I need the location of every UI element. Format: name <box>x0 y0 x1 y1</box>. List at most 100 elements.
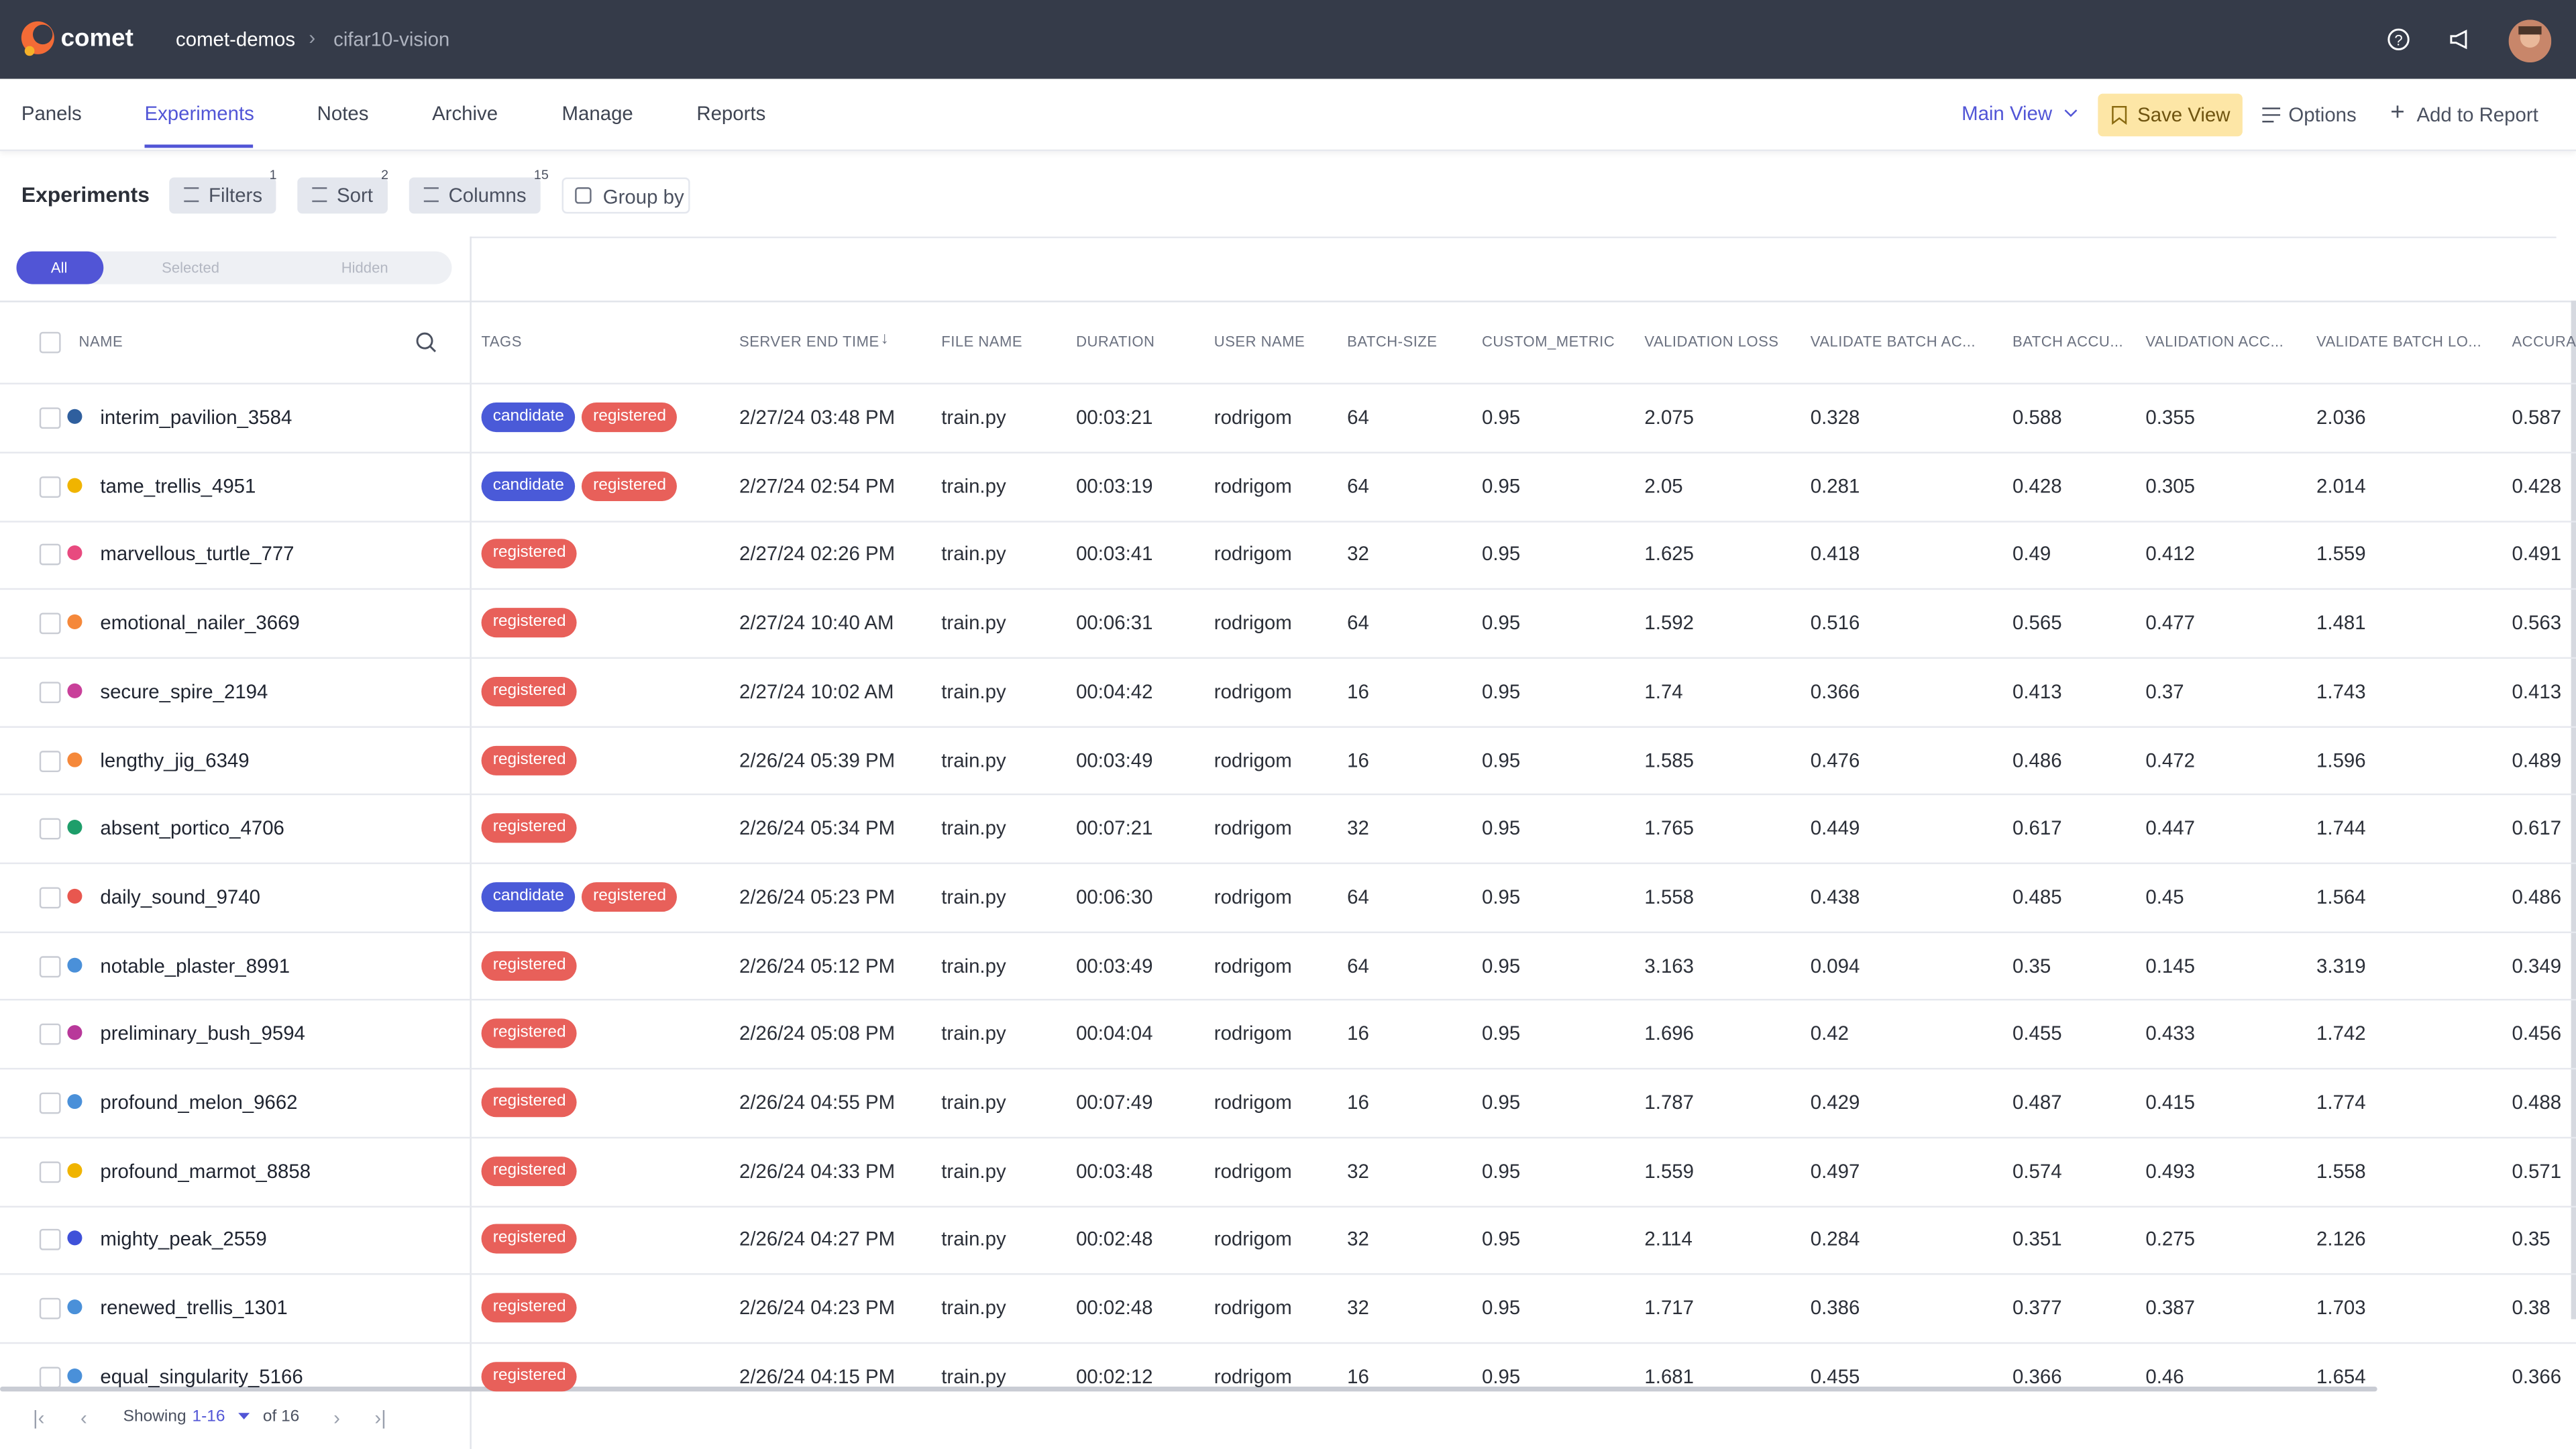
experiment-name[interactable]: lengthy_jig_6349 <box>100 749 249 771</box>
status-dot <box>67 820 82 835</box>
cell: train.py <box>941 1159 1006 1182</box>
cell: 0.472 <box>2145 749 2195 771</box>
row-checkbox[interactable] <box>40 476 61 497</box>
sort-icon <box>312 187 327 202</box>
sort-button[interactable]: Sort <box>297 177 388 213</box>
experiment-name[interactable]: profound_melon_9662 <box>100 1091 297 1114</box>
prev-page[interactable]: ‹ <box>80 1406 87 1429</box>
experiment-name[interactable]: profound_marmot_8858 <box>100 1159 311 1182</box>
avatar[interactable] <box>2509 19 2552 62</box>
group-icon <box>575 187 591 203</box>
segment-1[interactable]: Selected <box>162 260 219 276</box>
segment-0[interactable]: All <box>51 260 68 276</box>
experiment-name[interactable]: absent_portico_4706 <box>100 817 284 840</box>
experiment-name[interactable]: emotional_nailer_3669 <box>100 611 299 634</box>
nav-tab[interactable]: Reports <box>696 102 765 125</box>
cell: 1.564 <box>2316 885 2366 908</box>
cell: 0.488 <box>2512 1091 2561 1114</box>
workspace-link[interactable]: comet-demos <box>176 28 295 51</box>
experiment-name[interactable]: equal_singularity_5166 <box>100 1365 303 1388</box>
row-checkbox[interactable] <box>40 750 61 771</box>
nav-tab[interactable]: Manage <box>562 102 633 125</box>
row-checkbox[interactable] <box>40 887 61 908</box>
pagination-range[interactable]: 1-16 <box>193 1408 225 1426</box>
experiment-name[interactable]: interim_pavilion_3584 <box>100 406 292 429</box>
experiment-name[interactable]: renewed_trellis_1301 <box>100 1296 287 1319</box>
column-header[interactable]: BATCH ACCU... <box>2012 333 2123 350</box>
column-header[interactable]: DURATION <box>1076 333 1155 350</box>
column-header[interactable]: USER NAME <box>1214 333 1305 350</box>
project-link[interactable]: cifar10-vision <box>333 28 449 51</box>
nav-tab[interactable]: Archive <box>432 102 498 125</box>
cell: 1.585 <box>1644 749 1694 771</box>
cell: 1.696 <box>1644 1022 1694 1045</box>
bookmark-icon <box>2111 105 2127 125</box>
row-checkbox[interactable] <box>40 1161 61 1183</box>
search-icon[interactable] <box>416 332 437 354</box>
columns-icon <box>424 187 439 202</box>
cell: 1.743 <box>2316 680 2366 702</box>
help-icon[interactable]: ? <box>2387 28 2410 51</box>
options-button[interactable]: Options <box>2288 103 2356 126</box>
experiment-name[interactable]: notable_plaster_8991 <box>100 954 290 977</box>
column-header[interactable]: VALIDATION LOSS <box>1644 333 1778 350</box>
column-header[interactable]: CUSTOM_METRIC <box>1482 333 1615 350</box>
row-border <box>0 451 2576 453</box>
column-header[interactable]: VALIDATE BATCH LO... <box>2316 333 2481 350</box>
next-page[interactable]: › <box>333 1406 340 1429</box>
announcements-icon[interactable] <box>2448 28 2471 51</box>
nav-tab[interactable]: Panels <box>21 102 82 125</box>
add-report-button[interactable]: Add to Report <box>2416 103 2538 126</box>
column-header[interactable]: FILE NAME <box>941 333 1022 350</box>
row-checkbox[interactable] <box>40 1093 61 1114</box>
segment-2[interactable]: Hidden <box>341 260 388 276</box>
cell: 0.617 <box>2012 817 2062 840</box>
view-selector[interactable]: Main View <box>1962 102 2052 125</box>
svg-text:?: ? <box>2394 32 2402 48</box>
column-header[interactable]: VALIDATION ACC... <box>2145 333 2284 350</box>
cell: 0.428 <box>2012 474 2062 497</box>
experiment-name[interactable]: mighty_peak_2559 <box>100 1228 266 1250</box>
row-border <box>0 726 2576 727</box>
cell: 0.349 <box>2512 954 2561 977</box>
experiment-name[interactable]: preliminary_bush_9594 <box>100 1022 305 1045</box>
cell: 0.449 <box>1811 817 1860 840</box>
filters-count: 1 <box>270 168 277 182</box>
row-checkbox[interactable] <box>40 1366 61 1388</box>
row-checkbox[interactable] <box>40 682 61 703</box>
row-checkbox[interactable] <box>40 545 61 566</box>
experiment-name[interactable]: tame_trellis_4951 <box>100 474 256 497</box>
row-checkbox[interactable] <box>40 955 61 977</box>
cell: rodrigom <box>1214 680 1292 702</box>
experiment-name[interactable]: secure_spire_2194 <box>100 680 268 702</box>
column-header[interactable]: ACCURA <box>2512 333 2576 350</box>
column-header[interactable]: SERVER END TIME <box>739 333 879 350</box>
cell: 16 <box>1347 749 1369 771</box>
vertical-scrollbar[interactable] <box>2571 301 2576 1319</box>
status-dot <box>67 957 82 972</box>
column-header[interactable]: TAGS <box>482 333 522 350</box>
column-header[interactable]: BATCH-SIZE <box>1347 333 1437 350</box>
first-page[interactable]: |‹ <box>33 1406 44 1429</box>
row-checkbox[interactable] <box>40 1298 61 1320</box>
header-bottom-border <box>0 383 2576 384</box>
column-header[interactable]: VALIDATE BATCH AC... <box>1811 333 1976 350</box>
row-checkbox[interactable] <box>40 407 61 429</box>
row-checkbox[interactable] <box>40 818 61 840</box>
experiment-name[interactable]: marvellous_turtle_777 <box>100 543 294 566</box>
row-checkbox[interactable] <box>40 1024 61 1045</box>
nav-tab[interactable]: Experiments <box>145 102 254 125</box>
row-checkbox[interactable] <box>40 1230 61 1251</box>
nav-tab[interactable]: Notes <box>317 102 369 125</box>
cell: 1.592 <box>1644 611 1694 634</box>
experiment-name[interactable]: daily_sound_9740 <box>100 885 260 908</box>
row-checkbox[interactable] <box>40 613 61 635</box>
range-caret <box>238 1413 250 1421</box>
cell: train.py <box>941 680 1006 702</box>
cell: 3.319 <box>2316 954 2366 977</box>
cell: 00:02:48 <box>1076 1296 1152 1319</box>
last-page[interactable]: ›| <box>374 1406 386 1429</box>
cell: 0.355 <box>2145 406 2195 429</box>
cell: 0.489 <box>2512 749 2561 771</box>
column-header[interactable]: NAME <box>79 333 123 350</box>
